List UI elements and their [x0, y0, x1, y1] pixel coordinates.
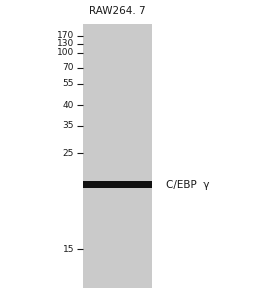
- Bar: [83, 24, 152, 288]
- Text: 35: 35: [62, 122, 74, 130]
- Text: 70: 70: [62, 63, 74, 72]
- Text: C/EBP  γ: C/EBP γ: [166, 179, 209, 190]
- Text: 170: 170: [57, 32, 74, 40]
- Text: 55: 55: [62, 80, 74, 88]
- Bar: [83, 181, 152, 188]
- Text: RAW264. 7: RAW264. 7: [89, 7, 146, 16]
- Text: 25: 25: [63, 148, 74, 158]
- Text: 15: 15: [62, 244, 74, 253]
- Text: 40: 40: [63, 100, 74, 109]
- Text: 130: 130: [57, 39, 74, 48]
- Text: 100: 100: [57, 48, 74, 57]
